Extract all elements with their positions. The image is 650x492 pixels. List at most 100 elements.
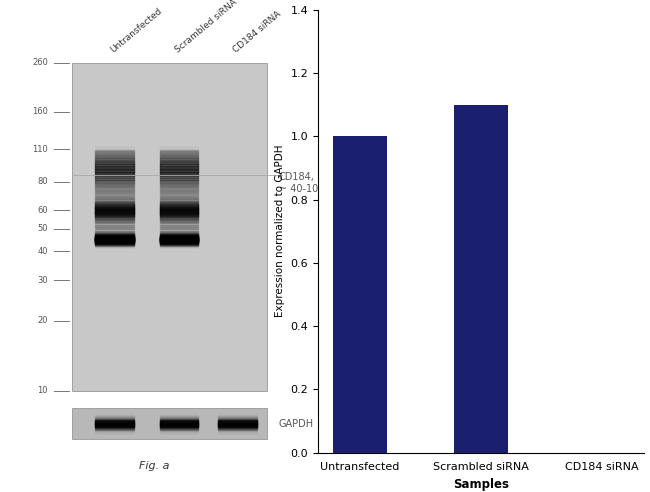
FancyBboxPatch shape xyxy=(96,238,134,241)
FancyBboxPatch shape xyxy=(160,162,198,163)
FancyBboxPatch shape xyxy=(96,212,134,214)
FancyBboxPatch shape xyxy=(160,221,198,222)
FancyBboxPatch shape xyxy=(96,178,134,179)
FancyBboxPatch shape xyxy=(96,214,134,217)
FancyBboxPatch shape xyxy=(160,205,198,208)
FancyBboxPatch shape xyxy=(218,420,257,422)
FancyBboxPatch shape xyxy=(96,212,134,213)
FancyBboxPatch shape xyxy=(96,242,134,245)
FancyBboxPatch shape xyxy=(96,206,134,209)
FancyBboxPatch shape xyxy=(96,172,134,175)
FancyBboxPatch shape xyxy=(96,234,134,236)
FancyBboxPatch shape xyxy=(96,235,134,238)
FancyBboxPatch shape xyxy=(96,177,134,180)
FancyBboxPatch shape xyxy=(96,237,134,238)
FancyBboxPatch shape xyxy=(160,161,198,162)
FancyBboxPatch shape xyxy=(160,156,198,157)
FancyBboxPatch shape xyxy=(96,177,134,178)
FancyBboxPatch shape xyxy=(96,190,134,191)
FancyBboxPatch shape xyxy=(72,408,267,439)
FancyBboxPatch shape xyxy=(96,201,134,204)
FancyBboxPatch shape xyxy=(96,199,134,201)
FancyBboxPatch shape xyxy=(160,214,198,216)
FancyBboxPatch shape xyxy=(160,203,198,204)
FancyBboxPatch shape xyxy=(160,422,198,424)
FancyBboxPatch shape xyxy=(96,196,134,197)
FancyBboxPatch shape xyxy=(160,237,198,240)
FancyBboxPatch shape xyxy=(160,215,198,218)
X-axis label: Samples: Samples xyxy=(453,478,509,491)
FancyBboxPatch shape xyxy=(160,179,198,180)
Text: 30: 30 xyxy=(37,276,48,285)
FancyBboxPatch shape xyxy=(96,426,134,428)
FancyBboxPatch shape xyxy=(96,244,134,246)
FancyBboxPatch shape xyxy=(96,423,134,425)
FancyBboxPatch shape xyxy=(160,237,198,239)
FancyBboxPatch shape xyxy=(96,186,134,187)
FancyBboxPatch shape xyxy=(96,240,134,243)
FancyBboxPatch shape xyxy=(160,419,198,421)
Text: GAPDH: GAPDH xyxy=(279,419,314,429)
FancyBboxPatch shape xyxy=(96,158,134,161)
FancyBboxPatch shape xyxy=(160,154,198,155)
FancyBboxPatch shape xyxy=(96,420,134,422)
FancyBboxPatch shape xyxy=(96,423,134,425)
FancyBboxPatch shape xyxy=(96,429,134,430)
FancyBboxPatch shape xyxy=(160,174,198,177)
FancyBboxPatch shape xyxy=(160,420,198,421)
FancyBboxPatch shape xyxy=(96,183,134,186)
FancyBboxPatch shape xyxy=(160,190,198,191)
FancyBboxPatch shape xyxy=(96,223,134,225)
FancyBboxPatch shape xyxy=(96,204,134,206)
FancyBboxPatch shape xyxy=(96,168,134,170)
FancyBboxPatch shape xyxy=(160,212,198,214)
FancyBboxPatch shape xyxy=(96,183,134,184)
FancyBboxPatch shape xyxy=(160,226,198,227)
FancyBboxPatch shape xyxy=(160,239,198,241)
FancyBboxPatch shape xyxy=(160,418,198,420)
FancyBboxPatch shape xyxy=(160,217,198,220)
FancyBboxPatch shape xyxy=(96,418,134,420)
FancyBboxPatch shape xyxy=(96,163,134,165)
FancyBboxPatch shape xyxy=(160,216,198,217)
FancyBboxPatch shape xyxy=(160,429,198,430)
FancyBboxPatch shape xyxy=(160,172,198,175)
FancyBboxPatch shape xyxy=(96,154,134,155)
FancyBboxPatch shape xyxy=(160,244,198,245)
FancyBboxPatch shape xyxy=(96,194,134,196)
FancyBboxPatch shape xyxy=(160,160,198,162)
FancyBboxPatch shape xyxy=(96,174,134,175)
FancyBboxPatch shape xyxy=(96,174,134,177)
FancyBboxPatch shape xyxy=(160,172,198,173)
FancyBboxPatch shape xyxy=(160,213,198,214)
FancyBboxPatch shape xyxy=(160,240,198,242)
FancyBboxPatch shape xyxy=(160,224,198,226)
FancyBboxPatch shape xyxy=(96,205,134,208)
FancyBboxPatch shape xyxy=(96,180,134,183)
FancyBboxPatch shape xyxy=(160,181,198,183)
FancyBboxPatch shape xyxy=(160,214,198,217)
FancyBboxPatch shape xyxy=(160,231,198,232)
Text: 60: 60 xyxy=(37,206,48,215)
FancyBboxPatch shape xyxy=(96,216,134,219)
FancyBboxPatch shape xyxy=(160,244,198,246)
FancyBboxPatch shape xyxy=(160,236,198,239)
FancyBboxPatch shape xyxy=(96,187,134,188)
FancyBboxPatch shape xyxy=(160,210,198,212)
FancyBboxPatch shape xyxy=(96,417,134,419)
FancyBboxPatch shape xyxy=(160,222,198,223)
FancyBboxPatch shape xyxy=(160,234,198,236)
FancyBboxPatch shape xyxy=(96,238,134,240)
FancyBboxPatch shape xyxy=(96,155,134,156)
FancyBboxPatch shape xyxy=(160,228,198,229)
FancyBboxPatch shape xyxy=(96,216,134,217)
FancyBboxPatch shape xyxy=(96,241,134,243)
FancyBboxPatch shape xyxy=(96,243,134,246)
FancyBboxPatch shape xyxy=(96,424,134,426)
FancyBboxPatch shape xyxy=(160,180,198,183)
FancyBboxPatch shape xyxy=(160,201,198,204)
FancyBboxPatch shape xyxy=(96,173,134,174)
FancyBboxPatch shape xyxy=(160,220,198,221)
FancyBboxPatch shape xyxy=(160,188,198,190)
FancyBboxPatch shape xyxy=(160,179,198,181)
